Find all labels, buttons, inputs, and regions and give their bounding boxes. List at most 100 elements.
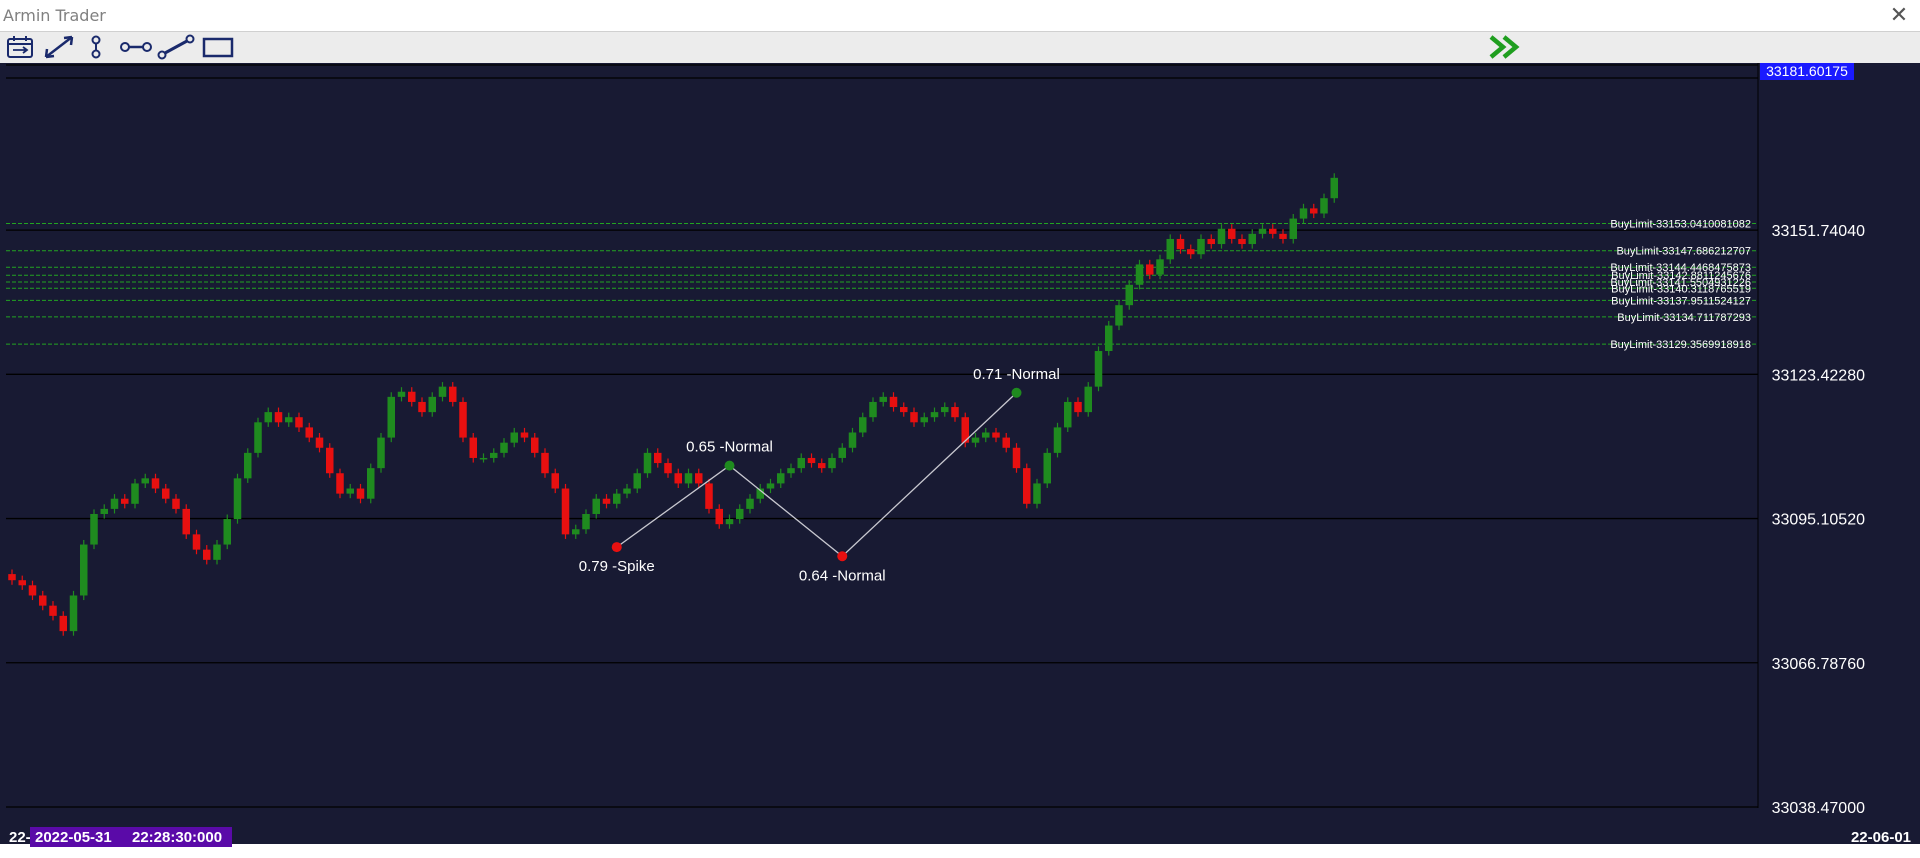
candle-body xyxy=(346,488,354,494)
candle-body xyxy=(1269,228,1277,234)
candle-body xyxy=(818,463,826,469)
candle-body xyxy=(910,412,918,423)
candle-body xyxy=(1197,238,1205,255)
candle-body xyxy=(695,473,703,484)
chart-area[interactable]: 33151.74040 33123.42280 33095.10520 33066.7… xyxy=(0,63,1920,858)
zigzag-label: 0.65 -Normal xyxy=(686,439,773,456)
zigzag-point xyxy=(611,542,622,553)
candle-body xyxy=(131,483,139,504)
candle-body xyxy=(1043,452,1051,484)
candle-body xyxy=(356,488,365,499)
rectangle-icon[interactable] xyxy=(201,34,235,60)
candle-body xyxy=(1310,208,1318,214)
candle-body xyxy=(951,407,959,418)
candle-body xyxy=(172,498,180,509)
candlestick-chart[interactable]: 33151.74040 33123.42280 33095.10520 33066.7… xyxy=(0,63,1920,858)
candle-body xyxy=(428,396,436,413)
candle-body xyxy=(1074,401,1082,413)
drawing-toolbar xyxy=(0,31,1920,64)
candle-body xyxy=(326,447,334,474)
candle-body xyxy=(90,513,98,545)
candle-body xyxy=(274,412,283,423)
candle-body xyxy=(1330,177,1338,199)
vertical-segment-icon[interactable] xyxy=(88,34,104,60)
candle-body xyxy=(100,508,108,514)
candle-body xyxy=(469,437,477,458)
candle-body xyxy=(192,534,201,550)
candle-body xyxy=(203,549,211,560)
calendar-icon[interactable] xyxy=(5,34,35,60)
candle-body xyxy=(930,412,939,418)
candle-body xyxy=(1258,228,1267,234)
cursor-time-label: 22:28:30:000 xyxy=(132,829,222,846)
double-chevron-right-icon[interactable] xyxy=(1487,34,1523,60)
candle-body xyxy=(377,437,385,469)
candle-body xyxy=(1002,437,1010,448)
bottom-strip xyxy=(0,844,1920,858)
zigzag-point xyxy=(837,551,848,562)
buy-limit-label: BuyLimit-33144.4468475873 xyxy=(1610,262,1751,274)
candle-body xyxy=(8,574,16,581)
x-axis-right-label: 22-06-01 xyxy=(1851,829,1911,846)
candle-body xyxy=(561,488,570,535)
candle-body xyxy=(1105,325,1113,352)
diagonal-line-icon[interactable] xyxy=(42,34,76,60)
candle-body xyxy=(1238,238,1246,245)
candle-body xyxy=(500,442,508,453)
candle-body xyxy=(787,468,795,474)
candle-body xyxy=(295,417,303,428)
trend-segment-icon[interactable] xyxy=(157,34,195,60)
candle-body xyxy=(408,391,416,402)
zigzag-label: 0.64 -Normal xyxy=(799,567,886,584)
candle-body xyxy=(182,508,190,535)
app-title: Armin Trader xyxy=(3,6,106,25)
candle-body xyxy=(1187,249,1195,255)
candle-body xyxy=(941,407,949,413)
candle-body xyxy=(1207,238,1215,245)
candle-body xyxy=(285,417,293,423)
last-price-badge xyxy=(1760,63,1854,80)
buy-limit-label: BuyLimit-33147.686212707 xyxy=(1616,246,1751,258)
buy-limit-label: BuyLimit-33137.9511524127 xyxy=(1611,295,1751,307)
candle-body xyxy=(1176,238,1185,250)
candle-body xyxy=(1084,386,1092,413)
zigzag-label: 0.79 -Spike xyxy=(579,558,655,575)
candle-body xyxy=(49,605,57,616)
candle-body xyxy=(1228,228,1236,239)
candle-body xyxy=(1125,284,1133,306)
candle-body xyxy=(233,478,242,520)
candle-body xyxy=(80,544,88,596)
candle-body xyxy=(869,401,877,418)
buy-limit-label: BuyLimit-33140.3118765519 xyxy=(1611,283,1751,295)
chart-background xyxy=(0,63,1920,858)
candle-body xyxy=(859,417,867,433)
candle-body xyxy=(397,391,406,397)
candle-body xyxy=(572,529,580,535)
candle-body xyxy=(756,488,764,499)
candle-body xyxy=(1320,198,1328,214)
buy-limit-label: BuyLimit-33129.3569918918 xyxy=(1610,339,1751,351)
horizontal-segment-icon[interactable] xyxy=(119,34,153,60)
zigzag-point xyxy=(1011,387,1022,398)
candle-body xyxy=(807,457,816,464)
candle-body xyxy=(69,595,78,632)
candle-body xyxy=(582,513,590,530)
close-button[interactable]: ✕ xyxy=(1889,2,1909,27)
candle-body xyxy=(900,407,908,413)
candle-body xyxy=(633,473,641,489)
buy-limit-label: BuyLimit-33134.711787293 xyxy=(1617,312,1751,324)
candle-body xyxy=(1146,264,1154,275)
candle-body xyxy=(1023,468,1031,504)
candle-body xyxy=(736,508,744,520)
candle-body xyxy=(797,457,805,469)
candle-body xyxy=(1299,208,1308,219)
candle-body xyxy=(971,437,980,443)
candle-body xyxy=(1279,233,1287,239)
candle-body xyxy=(141,478,149,484)
candle-body xyxy=(1115,305,1123,326)
y-tick-label: 33151.74040 xyxy=(1772,223,1866,240)
x-axis-left-label: 22- xyxy=(9,829,31,846)
buy-limit-label: BuyLimit-33153.0410081082 xyxy=(1610,218,1751,230)
zigzag-point xyxy=(724,460,735,471)
candle-body xyxy=(1156,259,1164,275)
